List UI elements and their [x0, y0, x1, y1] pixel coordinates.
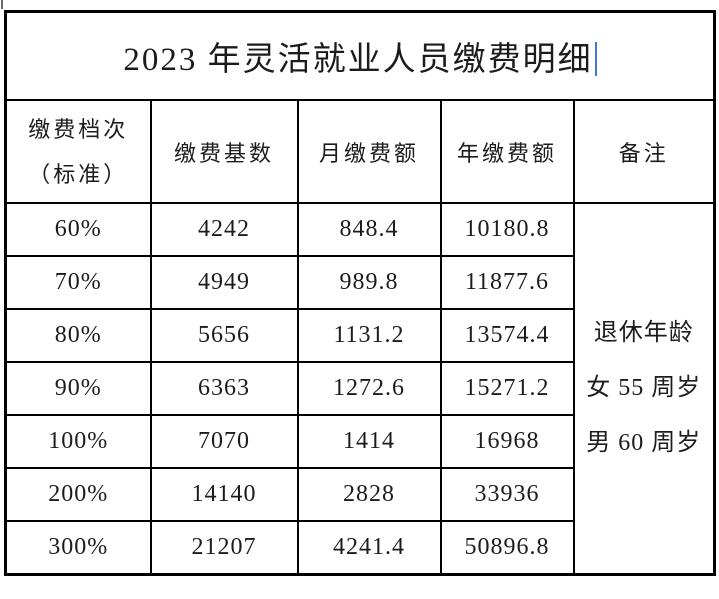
monthly-cell: 989.8	[296, 255, 442, 310]
base-cell: 7070	[149, 414, 299, 469]
monthly-cell: 1272.6	[296, 361, 442, 416]
header-row: 缴费档次 （标准） 缴费基数 月缴费额 年缴费额 备注	[4, 99, 716, 204]
base-cell: 4242	[149, 202, 299, 257]
yearly-cell: 13574.4	[439, 308, 575, 363]
yearly-cell: 11877.6	[439, 255, 575, 310]
base-cell: 6363	[149, 361, 299, 416]
tier-cell: 300%	[4, 520, 152, 576]
payment-detail-table: 2023 年灵活就业人员缴费明细 缴费档次 （标准） 缴费基数 月缴费额 年缴费…	[4, 10, 716, 576]
yearly-cell: 16968	[439, 414, 575, 469]
tier-cell: 70%	[4, 255, 152, 310]
table-row: 70% 4949 989.8 11877.6	[4, 255, 715, 310]
table-row: 90% 6363 1272.6 15271.2	[4, 361, 715, 416]
text-cursor	[594, 42, 597, 76]
col-header-monthly: 月缴费额	[296, 99, 442, 204]
col-header-yearly: 年缴费额	[439, 99, 575, 204]
table-title: 2023 年灵活就业人员缴费明细	[123, 42, 593, 78]
table-row: 200% 14140 2828 33936	[4, 467, 715, 522]
tier-cell: 100%	[4, 414, 152, 469]
col-header-remark: 备注	[572, 99, 716, 204]
yearly-cell: 10180.8	[439, 202, 575, 257]
col-header-tier-line2: （标准）	[28, 161, 129, 187]
yearly-cell: 50896.8	[439, 520, 575, 576]
base-cell: 5656	[149, 308, 299, 363]
table-row: 80% 5656 1131.2 13574.4	[4, 308, 715, 363]
table-row: 100% 7070 1414 16968	[4, 414, 715, 469]
table-row: 60% 4242 848.4 10180.8 退休年龄 女 55 周岁 男 60…	[4, 202, 716, 576]
monthly-cell: 848.4	[296, 202, 442, 257]
remark-line-female: 女 55 周岁	[586, 375, 702, 401]
monthly-cell: 4241.4	[296, 520, 442, 576]
base-cell: 14140	[149, 467, 299, 522]
yearly-cell: 15271.2	[439, 361, 575, 416]
remark-line-retirement-age: 退休年龄	[593, 320, 694, 346]
monthly-cell: 2828	[296, 467, 442, 522]
remark-cell: 退休年龄 女 55 周岁 男 60 周岁	[572, 202, 716, 576]
col-header-tier: 缴费档次 （标准）	[4, 99, 152, 204]
remark-line-male: 男 60 周岁	[586, 430, 702, 456]
base-cell: 4949	[149, 255, 299, 310]
table-title-cell[interactable]: 2023 年灵活就业人员缴费明细	[4, 10, 716, 101]
stray-border-mark	[1, 0, 3, 9]
tier-cell: 90%	[4, 361, 152, 416]
monthly-cell: 1131.2	[296, 308, 442, 363]
title-row: 2023 年灵活就业人员缴费明细	[4, 10, 716, 101]
tier-cell: 80%	[4, 308, 152, 363]
col-header-tier-line1: 缴费档次	[28, 116, 129, 142]
yearly-cell: 33936	[439, 467, 575, 522]
table-row: 300% 21207 4241.4 50896.8	[4, 520, 715, 576]
monthly-cell: 1414	[296, 414, 442, 469]
col-header-base: 缴费基数	[149, 99, 299, 204]
tier-cell: 60%	[4, 202, 152, 257]
base-cell: 21207	[149, 520, 299, 576]
tier-cell: 200%	[4, 467, 152, 522]
